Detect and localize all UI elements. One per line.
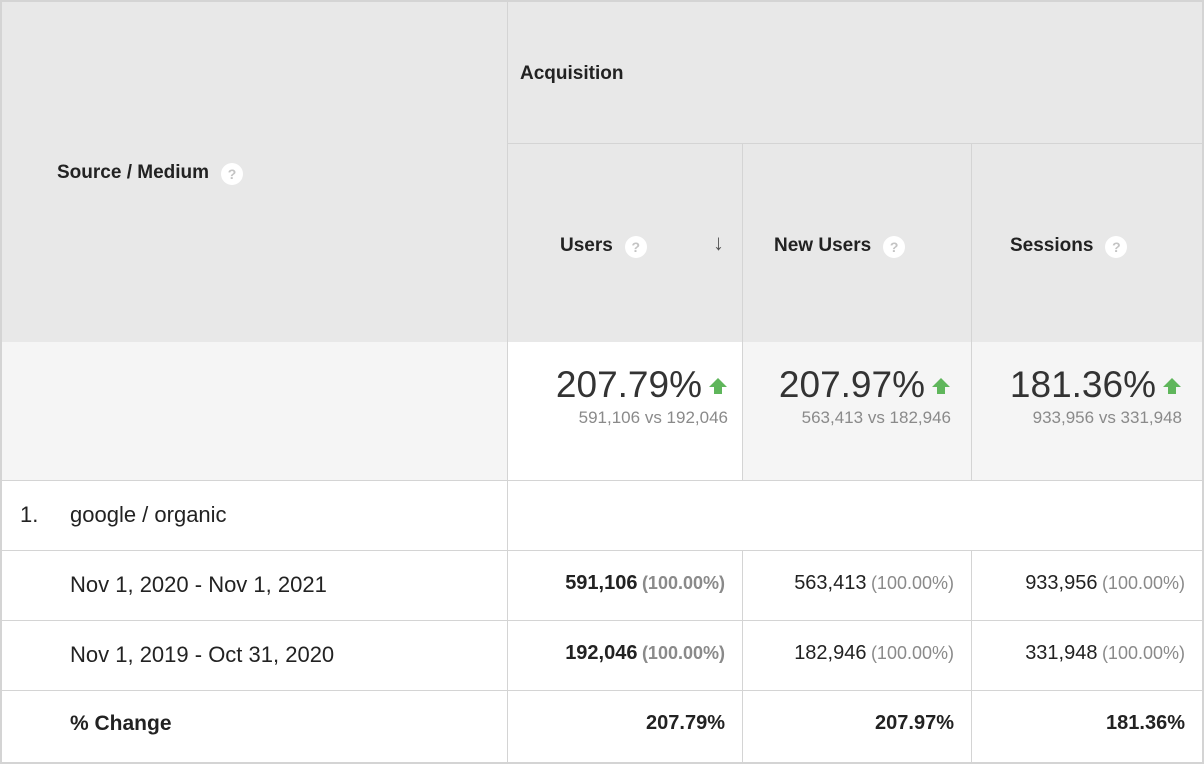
source-medium-header[interactable]: Source / Medium?	[2, 2, 507, 342]
sessions-percent: (100.00%)	[1101, 573, 1185, 593]
arrow-up-icon	[708, 377, 728, 400]
arrow-down-icon[interactable]: ↓	[713, 230, 724, 255]
column-divider	[742, 550, 743, 762]
table-border-bottom	[0, 762, 1204, 764]
column-header-sessions[interactable]: Sessions?	[972, 144, 1202, 342]
row-divider	[2, 480, 1202, 481]
table-border-top	[0, 0, 1204, 2]
summary-sessions: 181.36% 933,956 vs 331,948	[972, 342, 1202, 480]
column-divider	[971, 550, 972, 762]
new-users-value: 563,413	[794, 572, 867, 594]
acquisition-group-header: Acquisition	[508, 2, 1202, 143]
sessions-change-value: 181.36%	[1106, 712, 1185, 734]
sessions-value-cell: 933,956 (100.00%)	[972, 550, 1202, 620]
users-header-label: Users	[560, 235, 613, 256]
sessions-value: 933,956	[1025, 572, 1098, 594]
source-medium-link[interactable]: google / organic	[70, 502, 227, 527]
new-users-value-cell: 563,413 (100.00%)	[743, 550, 971, 620]
new-users-value-cell: 182,946 (100.00%)	[743, 620, 971, 690]
row-divider	[2, 550, 1202, 551]
new-users-value: 182,946	[794, 642, 867, 664]
summary-comparison: 933,956 vs 331,948	[1032, 408, 1182, 427]
source-medium-label: Source / Medium	[57, 162, 210, 183]
table-border-right	[1202, 0, 1204, 764]
new-users-percent: (100.00%)	[870, 643, 954, 663]
sessions-change-cell: 181.36%	[972, 690, 1202, 762]
new-users-percent: (100.00%)	[870, 573, 954, 593]
users-value: 591,106	[565, 572, 638, 594]
acquisition-label: Acquisition	[520, 63, 624, 84]
users-value: 192,046	[565, 642, 638, 664]
table-border-left	[0, 0, 2, 764]
column-divider	[507, 0, 508, 764]
summary-change-value: 207.97%	[778, 364, 925, 405]
row-divider	[2, 690, 1202, 691]
sessions-value: 331,948	[1025, 642, 1098, 664]
users-value-cell: 591,106 (100.00%)	[508, 550, 742, 620]
column-header-users[interactable]: Users? ↓	[508, 144, 742, 342]
change-row: % Change	[2, 690, 507, 762]
question-circle-icon[interactable]: ?	[221, 162, 244, 185]
question-circle-icon[interactable]: ?	[883, 235, 906, 258]
sessions-percent: (100.00%)	[1101, 643, 1185, 663]
sessions-header-label: Sessions	[1010, 235, 1094, 256]
users-change-cell: 207.79%	[508, 690, 742, 762]
summary-new-users: 207.97% 563,413 vs 182,946	[743, 342, 971, 480]
users-percent: (100.00%)	[641, 573, 725, 593]
group-row-google-organic[interactable]: 1. google / organic	[2, 480, 507, 550]
date-range-label: Nov 1, 2020 - Nov 1, 2021	[70, 572, 327, 597]
table-row: Nov 1, 2019 - Oct 31, 2020	[2, 620, 507, 690]
summary-change-value: 207.79%	[555, 364, 702, 405]
column-divider	[971, 143, 972, 480]
question-circle-icon[interactable]: ?	[1105, 235, 1128, 258]
users-percent: (100.00%)	[641, 643, 725, 663]
new-users-header-label: New Users	[774, 235, 872, 256]
column-divider	[742, 143, 743, 480]
header-divider	[508, 143, 1202, 144]
summary-change-value: 181.36%	[1009, 364, 1156, 405]
new-users-change-value: 207.97%	[875, 712, 954, 734]
new-users-change-cell: 207.97%	[743, 690, 971, 762]
question-circle-icon[interactable]: ?	[624, 235, 647, 258]
table-row: Nov 1, 2020 - Nov 1, 2021	[2, 550, 507, 620]
sessions-value-cell: 331,948 (100.00%)	[972, 620, 1202, 690]
change-row-label: % Change	[70, 712, 172, 735]
summary-comparison: 563,413 vs 182,946	[801, 408, 951, 427]
summary-users: 207.79% 591,106 vs 192,046	[508, 342, 742, 480]
summary-comparison: 591,106 vs 192,046	[578, 408, 728, 427]
arrow-up-icon	[1162, 377, 1182, 400]
date-range-label: Nov 1, 2019 - Oct 31, 2020	[70, 642, 335, 667]
row-divider	[2, 620, 1202, 621]
users-value-cell: 192,046 (100.00%)	[508, 620, 742, 690]
summary-label-cell	[2, 342, 507, 480]
users-change-value: 207.79%	[646, 712, 725, 734]
row-index: 1.	[20, 502, 39, 527]
arrow-up-icon	[931, 377, 951, 400]
column-header-new-users[interactable]: New Users?	[743, 144, 971, 342]
